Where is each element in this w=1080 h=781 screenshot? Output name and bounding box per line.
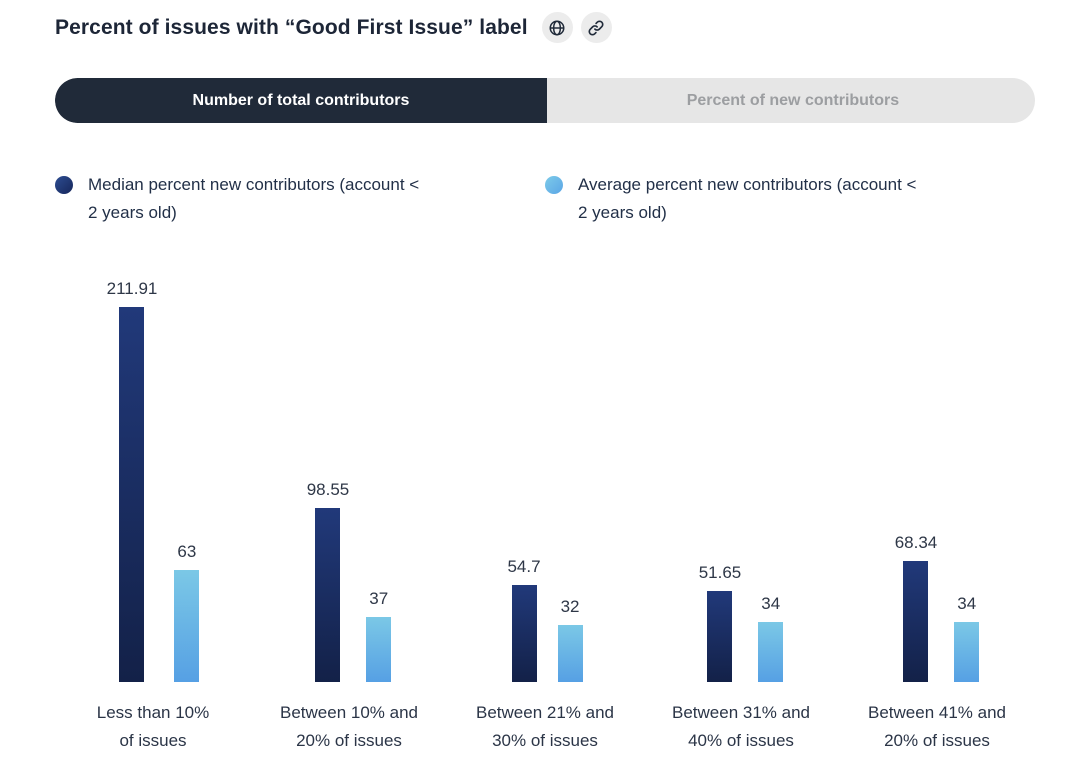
bar-median[interactable] bbox=[707, 591, 733, 682]
bar-average[interactable] bbox=[954, 622, 980, 682]
tab-percent-of-new-contributors[interactable]: Percent of new contributors bbox=[547, 78, 1035, 123]
bar-wrap: 68.34 bbox=[894, 533, 938, 682]
link-icon bbox=[587, 19, 605, 37]
bar-value-label: 34 bbox=[957, 594, 977, 613]
bar-wrap: 34 bbox=[758, 594, 784, 682]
globe-icon bbox=[548, 19, 566, 37]
bar-value-label: 34 bbox=[761, 594, 781, 613]
legend-item-average: Average percent new contributors (accoun… bbox=[545, 171, 1035, 227]
legend-label-average: Average percent new contributors (accoun… bbox=[578, 175, 917, 222]
view-toggle: Number of total contributors Percent of … bbox=[55, 78, 1035, 123]
bar-group: 54.7 32 Between 21% and 30% of issues bbox=[447, 278, 643, 755]
bar-median[interactable] bbox=[511, 585, 537, 682]
bar-chart: 211.91 63 Less than 10% of issues 98.55 37 Be… bbox=[55, 278, 1035, 755]
legend-label-median: Median percent new contributors (account… bbox=[88, 175, 420, 222]
bar-wrap: 34 bbox=[954, 594, 980, 682]
bar-group: 98.55 37 Between 10% and 20% of issues bbox=[251, 278, 447, 755]
legend-item-median: Median percent new contributors (account… bbox=[55, 171, 545, 227]
bar-value-label: 37 bbox=[369, 589, 389, 608]
legend-swatch-median bbox=[55, 176, 73, 194]
link-button[interactable] bbox=[580, 12, 612, 43]
bar-value-label: 63 bbox=[177, 542, 197, 561]
bar-wrap: 37 bbox=[366, 589, 392, 682]
header: Percent of issues with “Good First Issue… bbox=[55, 0, 1035, 43]
legend: Median percent new contributors (account… bbox=[55, 171, 1035, 227]
bar-value-label: 68.34 bbox=[894, 533, 938, 552]
bar-wrap: 54.7 bbox=[507, 557, 541, 682]
bar-wrap: 32 bbox=[557, 597, 583, 682]
bar-pair: 51.65 34 bbox=[699, 278, 784, 682]
legend-swatch-average bbox=[545, 176, 563, 194]
chart-widget: Percent of issues with “Good First Issue… bbox=[55, 0, 1035, 755]
bar-wrap: 51.65 bbox=[698, 563, 742, 682]
category-label: Between 41% and 20% of issues bbox=[868, 703, 1006, 750]
bar-average[interactable] bbox=[758, 622, 784, 682]
bar-average[interactable] bbox=[557, 625, 583, 682]
bar-group: 51.65 34 Between 31% and 40% of issues bbox=[643, 278, 839, 755]
bar-pair: 98.55 37 bbox=[307, 278, 392, 682]
bar-wrap: 211.91 bbox=[106, 279, 158, 682]
bar-group: 211.91 63 Less than 10% of issues bbox=[55, 278, 251, 755]
bar-value-label: 211.91 bbox=[106, 279, 158, 298]
globe-button[interactable] bbox=[541, 12, 573, 43]
bar-wrap: 63 bbox=[174, 542, 200, 682]
category-label: Less than 10% of issues bbox=[96, 703, 210, 750]
tab-number-of-total-contributors[interactable]: Number of total contributors bbox=[55, 78, 547, 123]
bar-average[interactable] bbox=[174, 570, 200, 682]
bar-pair: 54.7 32 bbox=[507, 278, 583, 682]
category-label: Between 31% and 40% of issues bbox=[672, 703, 810, 750]
bar-median[interactable] bbox=[903, 561, 929, 682]
bar-wrap: 98.55 bbox=[306, 480, 350, 682]
category-label: Between 21% and 30% of issues bbox=[476, 703, 614, 750]
bar-value-label: 51.65 bbox=[698, 563, 742, 582]
bar-value-label: 32 bbox=[560, 597, 580, 616]
bar-median[interactable] bbox=[119, 307, 145, 682]
bar-average[interactable] bbox=[366, 617, 392, 682]
bar-value-label: 98.55 bbox=[306, 480, 350, 499]
page-title: Percent of issues with “Good First Issue… bbox=[55, 15, 528, 39]
bar-median[interactable] bbox=[315, 508, 341, 682]
bar-pair: 68.34 34 bbox=[895, 278, 980, 682]
bar-group: 68.34 34 Between 41% and 20% of issues bbox=[839, 278, 1035, 755]
bar-pair: 211.91 63 bbox=[107, 278, 200, 682]
category-label: Between 10% and 20% of issues bbox=[280, 703, 418, 750]
bar-value-label: 54.7 bbox=[507, 557, 541, 576]
